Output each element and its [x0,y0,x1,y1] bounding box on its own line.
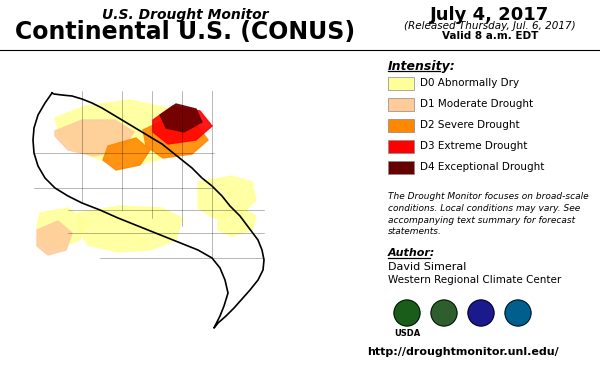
Text: D0 Abnormally Dry: D0 Abnormally Dry [420,78,519,88]
Polygon shape [55,100,195,166]
Text: Western Regional Climate Center: Western Regional Climate Center [388,275,561,285]
Circle shape [394,300,420,326]
Polygon shape [198,176,256,218]
Polygon shape [37,221,72,255]
Bar [388,161,414,174]
Polygon shape [55,120,134,156]
Text: The Drought Monitor focuses on broad-scale
conditions. Local conditions may vary: The Drought Monitor focuses on broad-sca… [388,192,589,236]
Polygon shape [160,104,202,132]
Bar [388,98,414,111]
Text: http://droughtmonitor.unl.edu/: http://droughtmonitor.unl.edu/ [367,347,559,357]
Text: July 4, 2017: July 4, 2017 [430,6,550,24]
Polygon shape [218,208,256,236]
Polygon shape [143,118,208,158]
Bar [388,140,414,153]
Polygon shape [153,106,212,144]
Polygon shape [37,208,86,248]
Text: USDA: USDA [394,329,420,338]
Text: D4 Exceptional Drought: D4 Exceptional Drought [420,162,544,172]
Text: D2 Severe Drought: D2 Severe Drought [420,120,520,130]
Text: David Simeral: David Simeral [388,262,466,272]
Text: Continental U.S. (CONUS): Continental U.S. (CONUS) [15,20,355,44]
Bar [388,77,414,90]
Text: Author:: Author: [388,248,436,258]
Text: Intensity:: Intensity: [388,60,456,73]
Circle shape [431,300,457,326]
Circle shape [505,300,531,326]
Polygon shape [78,206,182,252]
Polygon shape [103,138,150,170]
Text: D3 Extreme Drought: D3 Extreme Drought [420,141,527,151]
Bar [388,119,414,132]
Text: Valid 8 a.m. EDT: Valid 8 a.m. EDT [442,31,538,41]
Text: (Released Thursday, Jul. 6, 2017): (Released Thursday, Jul. 6, 2017) [404,21,576,31]
Text: D1 Moderate Drought: D1 Moderate Drought [420,99,533,109]
Circle shape [468,300,494,326]
Text: U.S. Drought Monitor: U.S. Drought Monitor [102,8,268,22]
